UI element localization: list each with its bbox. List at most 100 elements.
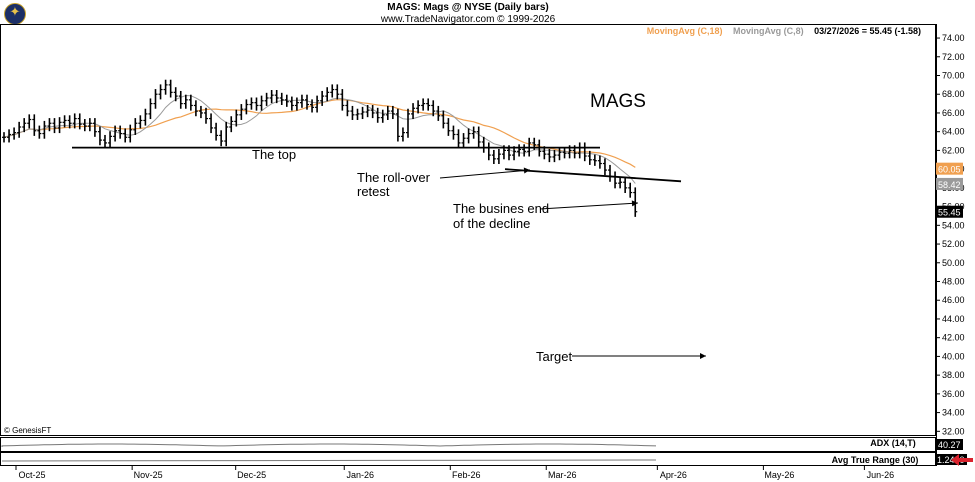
y-tick-label: 34.00 xyxy=(942,408,965,418)
watermark: © GenesisFT xyxy=(4,426,51,435)
price-tag-bg xyxy=(936,162,963,175)
legend-ma8[interactable]: MovingAvg (C,8) xyxy=(732,26,804,36)
price-bar xyxy=(577,142,582,159)
price-bar xyxy=(421,98,426,111)
price-bar xyxy=(370,104,375,119)
price-bar xyxy=(138,115,143,129)
price-tag-2: 55.45 xyxy=(938,208,961,218)
price-bar xyxy=(269,90,274,104)
price-bar xyxy=(173,87,178,102)
scroll-back-arrow-icon[interactable] xyxy=(949,452,975,468)
price-bar xyxy=(547,149,552,163)
price-bar xyxy=(67,115,72,129)
adx-label: ADX (14,T) xyxy=(870,438,916,448)
x-tick-label: May-26 xyxy=(764,470,794,480)
price-bar xyxy=(613,171,618,189)
price-bar xyxy=(476,126,481,148)
legend-ma18[interactable]: MovingAvg (C,18) xyxy=(646,26,723,36)
price-bar xyxy=(299,94,304,108)
price-bar xyxy=(193,100,198,117)
price-bar xyxy=(37,125,42,139)
price-bar xyxy=(158,84,163,100)
price-bar xyxy=(229,116,234,133)
price-bar xyxy=(385,105,390,120)
price-bar xyxy=(350,105,355,120)
price-bar xyxy=(7,129,12,143)
price-bar xyxy=(517,144,522,157)
neckline xyxy=(504,168,682,183)
price-bar xyxy=(234,109,239,127)
price-bar xyxy=(123,128,128,143)
indicator-legend: MovingAvg (C,18) MovingAvg (C,8) 03/27/2… xyxy=(647,26,921,36)
price-bar xyxy=(17,121,22,138)
price-bar xyxy=(461,133,466,149)
annotation-mags: MAGS xyxy=(590,91,646,112)
atr-panel-border xyxy=(0,452,936,466)
annotation-business-end: of the decline xyxy=(453,216,530,231)
price-bar xyxy=(335,84,340,100)
y-tick-label: 46.00 xyxy=(942,295,965,305)
price-bar xyxy=(325,87,330,102)
rollover-arrowhead xyxy=(523,167,530,174)
y-tick-label: 66.00 xyxy=(942,108,965,118)
price-bar xyxy=(426,98,431,111)
atr-tag: 1.2400 xyxy=(937,455,965,465)
price-bar xyxy=(279,92,284,105)
y-tick-label: 32.00 xyxy=(942,426,965,436)
price-bar xyxy=(178,90,183,109)
price-bar xyxy=(113,125,118,142)
price-bar xyxy=(22,118,27,133)
price-bar xyxy=(315,95,320,113)
y-tick-label: 62.00 xyxy=(942,145,965,155)
price-bar xyxy=(330,84,335,98)
price-bar xyxy=(92,118,97,137)
price-bar xyxy=(188,94,193,111)
price-bar xyxy=(365,104,370,118)
price-bar xyxy=(163,79,168,95)
price-bar xyxy=(143,108,148,126)
x-tick-label: Oct-25 xyxy=(18,470,45,480)
price-bar xyxy=(441,110,446,129)
price-tag-1: 58.42 xyxy=(938,180,961,190)
price-bar xyxy=(436,105,441,121)
y-tick-label: 36.00 xyxy=(942,389,965,399)
price-bar xyxy=(133,118,138,135)
annotation-the-top: The top xyxy=(252,147,296,162)
chart-header-subtitle: www.TradeNavigator.com © 1999-2026 xyxy=(380,14,556,25)
price-bar xyxy=(390,105,395,120)
price-bar xyxy=(360,106,365,120)
y-tick-label: 38.00 xyxy=(942,370,965,380)
x-tick-label: Jan-26 xyxy=(346,470,374,480)
rollover-arrow xyxy=(439,169,531,179)
price-bar xyxy=(623,177,628,194)
price-bar xyxy=(239,104,244,120)
y-tick-label: 64.00 xyxy=(942,127,965,137)
price-bar xyxy=(87,118,92,132)
price-bar xyxy=(52,118,57,134)
price-bar xyxy=(183,94,188,109)
price-bar xyxy=(552,149,557,163)
price-bar xyxy=(431,100,436,117)
price-bar xyxy=(2,132,6,143)
adx-tag: 40.27 xyxy=(938,440,961,450)
price-bar xyxy=(340,89,345,111)
price-bar xyxy=(27,114,32,129)
y-tick-label: 70.00 xyxy=(942,71,965,81)
price-bar xyxy=(259,95,264,111)
price-bar xyxy=(512,146,517,161)
price-bar xyxy=(12,127,17,140)
price-bar xyxy=(219,130,224,147)
price-bar xyxy=(491,149,496,164)
price-bar xyxy=(496,149,501,164)
price-bar xyxy=(42,120,47,139)
price-bar xyxy=(416,100,421,114)
x-tick-label: Nov-25 xyxy=(134,470,163,480)
annotation-rollover: The roll-over xyxy=(357,170,431,185)
price-bar xyxy=(294,97,299,111)
price-bar xyxy=(264,92,269,106)
chart-header-title: MAGS: Mags @ NYSE (Daily bars) xyxy=(387,2,549,13)
price-bar xyxy=(608,164,612,182)
price-bar xyxy=(62,115,67,128)
